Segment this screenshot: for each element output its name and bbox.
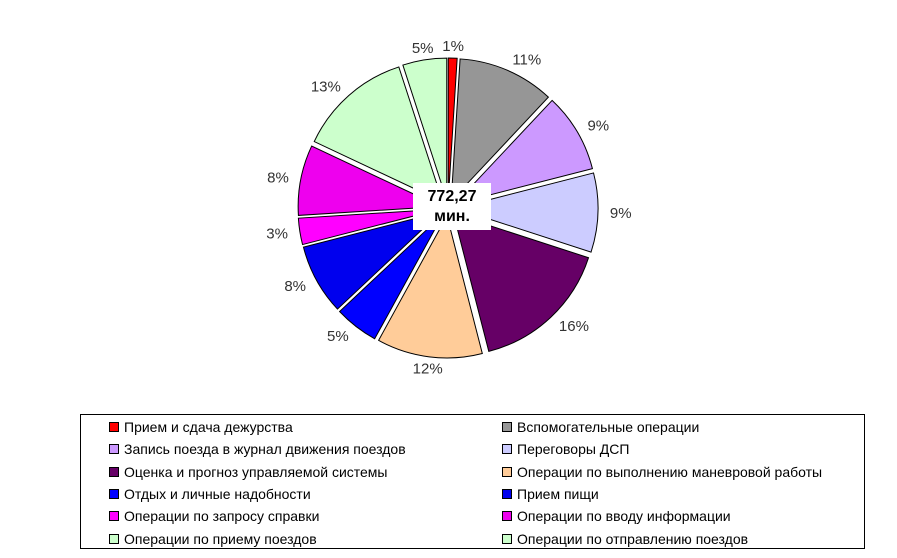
total-time-value: 772,27 <box>427 187 477 205</box>
pie-slice-label-3: 9% <box>587 118 609 135</box>
legend-label-10: Операции по вводу информации <box>517 508 731 525</box>
legend-label-3: Запись поезда в журнал движения поездов <box>124 441 406 458</box>
total-time-unit: мин. <box>434 207 470 225</box>
pie-slice-label-7: 5% <box>327 328 349 345</box>
pie-slice-label-4: 9% <box>610 205 632 222</box>
pie-slice-label-10: 8% <box>267 170 289 187</box>
legend-item-11: Операции по приему поездов <box>109 529 317 549</box>
legend-item-1: Прием и сдача дежурства <box>109 417 293 437</box>
legend-label-8: Прием пищи <box>517 485 599 502</box>
legend-label-7: Отдых и личные надобности <box>124 485 311 502</box>
pie-slice-label-9: 3% <box>266 225 288 242</box>
pie-slice-1 <box>447 57 458 201</box>
legend-item-3: Запись поезда в журнал движения поездов <box>109 439 406 459</box>
legend-item-6: Операции по выполнению маневровой работы <box>502 462 822 482</box>
legend-label-6: Операции по выполнению маневровой работы <box>517 463 823 480</box>
legend-label-9: Операции по запросу справки <box>124 508 320 525</box>
legend-item-9: Операции по запросу справки <box>109 506 319 526</box>
pie-slice-2 <box>450 58 550 203</box>
legend-swatch-7 <box>109 488 119 499</box>
legend-swatch-9 <box>109 511 119 522</box>
legend-item-12: Операции по отправлению поездов <box>502 529 748 549</box>
legend-label-1: Прием и сдача дежурства <box>124 419 293 435</box>
legend-label-2: Вспомогательные операции <box>517 419 700 435</box>
pie-slice-5 <box>452 213 590 352</box>
legend-label-5: Оценка и прогноз управляемой системы <box>124 463 388 480</box>
legend-item-8: Прием пищи <box>502 484 599 504</box>
legend-item-10: Операции по вводу информации <box>502 506 731 526</box>
legend-item-7: Отдых и личные надобности <box>109 484 311 504</box>
pie-slice-8 <box>302 211 442 310</box>
pie-slice-10 <box>297 145 441 216</box>
pie-slice-label-12: 5% <box>412 40 434 57</box>
legend-item-5: Оценка и прогноз управляемой системы <box>109 462 388 482</box>
pie-slice-4 <box>454 172 599 253</box>
pie-slice-6 <box>377 214 483 359</box>
legend-swatch-12 <box>502 533 512 544</box>
pie-slice-9 <box>297 208 441 246</box>
legend-swatch-2 <box>502 422 512 432</box>
legend-swatch-8 <box>502 488 512 499</box>
pie-slice-label-5: 16% <box>559 318 589 335</box>
chart-legend: Прием и сдача дежурства Вспомогательные о… <box>80 414 865 549</box>
pie-slice-label-2: 11% <box>512 51 541 68</box>
pie-slice-label-6: 12% <box>413 361 443 378</box>
pie-slice-11 <box>313 66 444 203</box>
legend-swatch-11 <box>109 533 119 544</box>
legend-item-4: Переговоры ДСП <box>502 439 629 459</box>
pie-slice-12 <box>402 57 448 201</box>
legend-swatch-6 <box>502 466 512 477</box>
legend-swatch-3 <box>109 444 119 455</box>
pie-slice-label-11: 13% <box>311 78 341 95</box>
pie-slice-3 <box>453 99 594 205</box>
legend-swatch-4 <box>502 444 512 455</box>
legend-swatch-1 <box>109 422 119 432</box>
legend-swatch-10 <box>502 511 512 522</box>
legend-swatch-5 <box>109 466 119 477</box>
total-time-badge: 772,27 мин. <box>413 183 491 230</box>
legend-label-4: Переговоры ДСП <box>517 441 630 458</box>
pie-slice-label-1: 1% <box>442 38 464 55</box>
pie-slice-7 <box>338 213 444 340</box>
legend-item-2: Вспомогательные операции <box>502 417 699 437</box>
pie-slice-label-8: 8% <box>284 278 306 295</box>
legend-label-12: Операции по отправлению поездов <box>517 530 749 547</box>
legend-label-11: Операции по приему поездов <box>124 530 317 547</box>
